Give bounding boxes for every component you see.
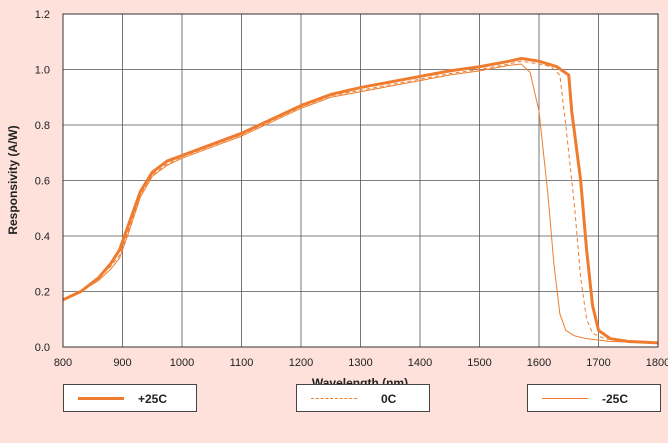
y-tick-label: 0.6 (35, 176, 50, 188)
tick-labels: 800 900 1000 1100 1200 1300 1400 1500 1600 1700 18… (35, 9, 668, 369)
y-tick-label: 1.0 (35, 65, 50, 77)
x-tick-label: 900 (113, 357, 131, 369)
legend-label-0c: 0C (381, 392, 397, 406)
legend-item-plus25c: +25C (63, 384, 197, 412)
legend-swatch-plus25c (78, 397, 124, 400)
y-tick-label: 0.2 (35, 287, 50, 299)
legend-label-minus25c: -25C (602, 392, 629, 406)
x-tick-label: 800 (54, 357, 72, 369)
series-line-plus25c (62, 56, 659, 345)
y-tick-label: 0.4 (35, 231, 50, 243)
legend-label-plus25c: +25C (138, 392, 168, 406)
y-tick-label: 1.2 (35, 9, 50, 21)
x-tick-label: 1200 (289, 357, 313, 369)
legend-item-0c: 0C (296, 384, 430, 412)
x-tick-label: 1300 (348, 357, 372, 369)
legend-swatch-minus25c (542, 398, 588, 399)
x-tick-label: 1800 (646, 357, 668, 369)
x-tick-label: 1700 (586, 357, 610, 369)
y-axis-title: Responsivity (A/W) (6, 125, 20, 234)
y-tick-label: 0.8 (35, 120, 50, 132)
series-line-0c (62, 60, 659, 344)
grid-lines (63, 14, 658, 347)
x-tick-label: 1100 (230, 357, 254, 369)
x-tick-label: 1000 (170, 357, 194, 369)
legend-swatch-0c (311, 398, 357, 399)
legend-item-minus25c: -25C (527, 384, 661, 412)
series-lines (62, 56, 659, 345)
y-tick-label: 0.0 (35, 342, 50, 354)
x-tick-label: 1500 (467, 357, 491, 369)
x-tick-label: 1400 (408, 357, 432, 369)
plot-border (62, 13, 659, 348)
series-line-minus25c (62, 63, 659, 344)
x-tick-label: 1600 (527, 357, 551, 369)
